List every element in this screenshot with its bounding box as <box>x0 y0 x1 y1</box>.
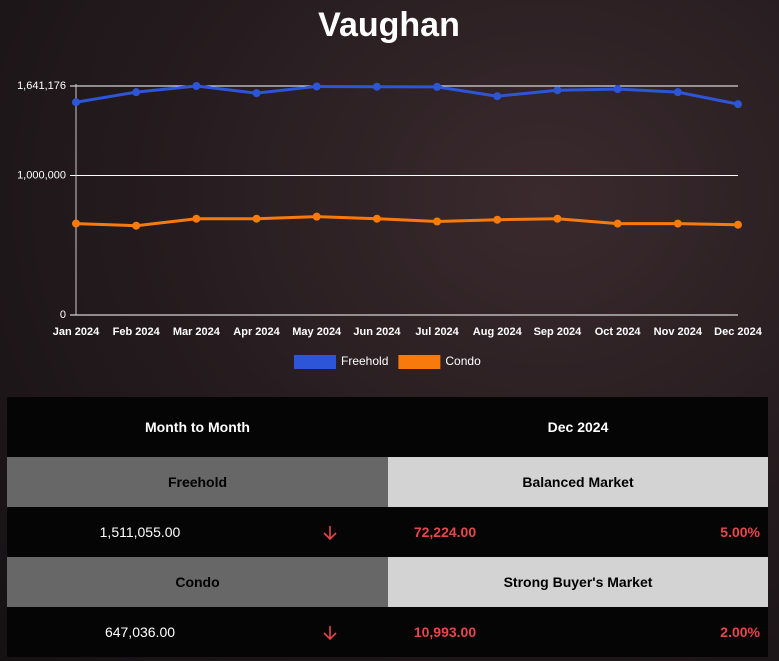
data-point <box>673 219 682 228</box>
data-row <box>7 507 768 557</box>
data-point <box>493 215 502 224</box>
down-arrow <box>323 526 337 541</box>
change: 10,993.00 <box>413 624 477 640</box>
data-point <box>734 220 742 229</box>
row-label: Freehold <box>7 457 388 507</box>
data-point <box>433 82 442 91</box>
y-tick-label: 0 <box>60 309 66 321</box>
data-point <box>553 214 562 223</box>
x-tick-label: Aug 2024 <box>473 326 523 338</box>
legend-swatch <box>294 355 336 369</box>
y-tick-label: 1,000,000 <box>17 169 66 181</box>
x-tick-label: Nov 2024 <box>654 326 703 338</box>
percent: 2.00% <box>720 624 760 640</box>
x-tick-label: Dec 2024 <box>714 326 763 338</box>
x-tick-label: Jul 2024 <box>415 326 459 338</box>
legend-swatch <box>398 355 441 369</box>
y-tick-label: 1,641,176 <box>17 80 66 92</box>
data-point <box>613 85 622 94</box>
x-tick-label: Oct 2024 <box>595 326 642 338</box>
market-status: Balanced Market <box>388 457 768 507</box>
percent: 5.00% <box>720 524 760 540</box>
x-tick-label: Mar 2024 <box>173 326 221 338</box>
data-point <box>192 214 201 223</box>
data-point <box>734 100 742 109</box>
x-tick-label: Jun 2024 <box>353 326 401 338</box>
series-line <box>75 215 739 228</box>
x-tick-label: Sep 2024 <box>534 326 583 338</box>
data-point <box>72 219 80 228</box>
chart-title: Vaughan <box>318 6 460 44</box>
data-point <box>192 82 201 90</box>
x-tick-label: Feb 2024 <box>113 326 161 338</box>
data-point <box>372 214 381 223</box>
data-point <box>252 214 261 223</box>
data-point <box>312 82 321 91</box>
data-point <box>372 82 381 91</box>
row-label: Condo <box>7 557 388 607</box>
data-point <box>613 219 622 228</box>
data-point <box>553 86 562 95</box>
down-arrow <box>323 626 337 641</box>
change: 72,224.00 <box>413 524 477 540</box>
series-line <box>75 84 739 106</box>
price: 647,036.00 <box>104 624 176 640</box>
legend-label: Condo <box>445 354 481 368</box>
data-point <box>673 88 682 97</box>
data-point <box>493 92 502 101</box>
data-point <box>312 212 321 221</box>
data-point <box>433 217 442 226</box>
data-point <box>132 88 141 97</box>
market-status: Strong Buyer's Market <box>388 557 768 607</box>
chart: Vaughan 0 1,000,000 1,641,176 Jan 2024 Feb 2… <box>17 6 763 369</box>
data-row <box>7 607 768 657</box>
data-point <box>72 98 80 107</box>
data-point <box>132 221 141 230</box>
price: 1,511,055.00 <box>99 524 181 540</box>
data-point <box>252 89 261 98</box>
x-tick-label: May 2024 <box>292 326 342 338</box>
x-tick-label: Apr 2024 <box>233 326 280 338</box>
table-header: Dec 2024 <box>388 397 768 457</box>
table-header: Month to Month <box>7 397 388 457</box>
x-tick-label: Jan 2024 <box>53 326 100 338</box>
legend-label: Freehold <box>341 354 388 368</box>
